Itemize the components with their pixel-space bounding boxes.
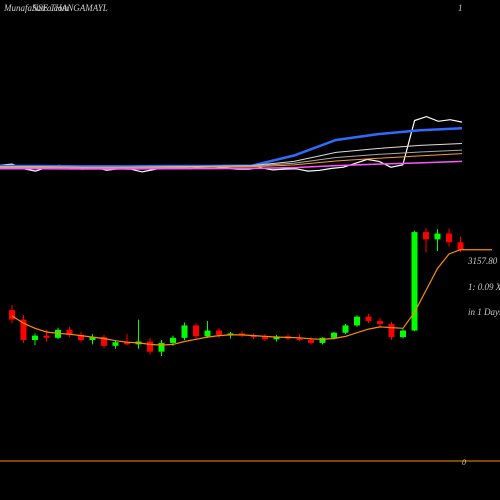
candle-body xyxy=(377,321,383,324)
candle-body xyxy=(20,319,27,340)
candle-body xyxy=(296,338,303,340)
last-price: 3157.80 xyxy=(467,256,498,266)
candle-body xyxy=(365,316,372,322)
candle-body xyxy=(342,325,349,333)
candle-body xyxy=(411,232,418,331)
candle-body xyxy=(204,330,211,337)
candle-body xyxy=(457,242,464,250)
moving-average xyxy=(11,249,461,346)
candle-body xyxy=(216,330,222,335)
candle-body xyxy=(78,334,84,340)
candle-body xyxy=(227,333,234,335)
ratio: 1: 0.09 X xyxy=(468,282,500,292)
candle-body xyxy=(250,335,257,338)
candle-body xyxy=(158,342,165,352)
candle-body xyxy=(124,342,130,345)
candle-body xyxy=(112,342,119,346)
candle-body xyxy=(434,233,441,240)
candle-body xyxy=(101,337,107,346)
candle-body xyxy=(354,316,360,326)
period: in 1 Days xyxy=(468,307,500,317)
candle-body xyxy=(400,330,406,338)
candle-body xyxy=(446,233,452,243)
candle-body xyxy=(193,325,199,337)
candle-body xyxy=(170,337,176,343)
candle-body xyxy=(273,336,280,340)
indicator-line xyxy=(0,160,463,170)
candle-body xyxy=(331,332,337,338)
candle-body xyxy=(423,232,429,240)
candle-body xyxy=(308,340,314,343)
site-name: MunafaSutra.com xyxy=(3,3,69,13)
symbol: NSE THANGAMAYL xyxy=(31,3,108,13)
axis-label: 0 xyxy=(462,458,466,467)
candle-body xyxy=(388,323,395,338)
candle-body xyxy=(181,325,188,338)
candle-body xyxy=(319,337,326,343)
candle-body xyxy=(89,337,96,340)
candle-body xyxy=(147,341,153,352)
candle-body xyxy=(66,329,73,335)
candle-body xyxy=(262,337,268,340)
candle-body xyxy=(32,335,38,340)
marker: 1 xyxy=(458,3,463,13)
indicator-line xyxy=(0,153,463,169)
candle-body xyxy=(9,310,15,320)
candle-body xyxy=(43,335,50,338)
